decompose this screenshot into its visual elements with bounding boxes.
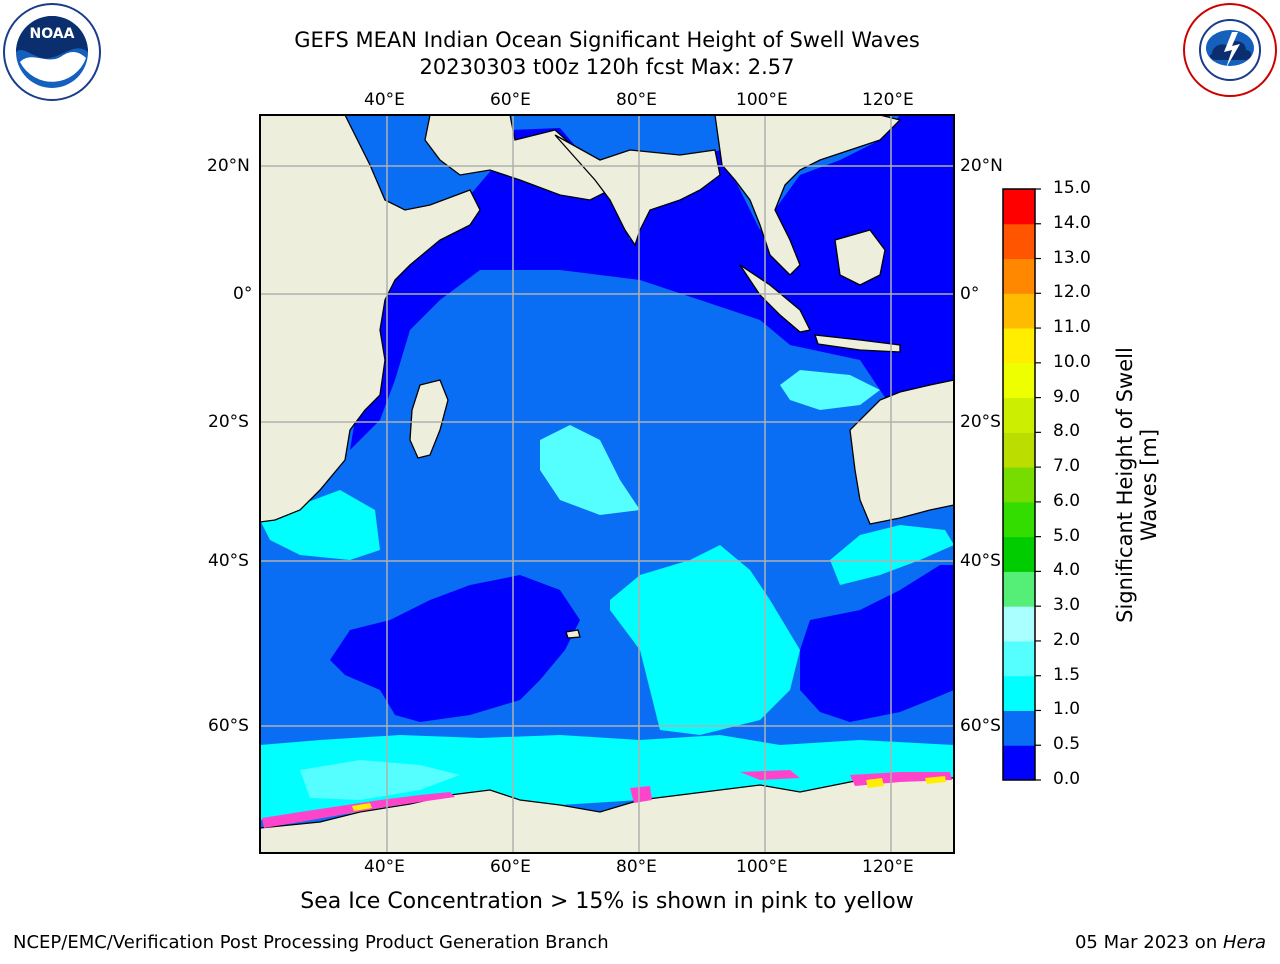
- lat-label-left: 40°S: [208, 551, 249, 571]
- land-java: [814, 334, 901, 353]
- lon-label-bottom: 80°E: [616, 857, 657, 877]
- lat-label-right: 20°S: [960, 412, 1001, 432]
- colorbar-bin: [1003, 606, 1035, 642]
- land-madagascar: [409, 379, 449, 459]
- colorbar-tick-label: 10.0: [1053, 351, 1091, 372]
- sea-ice-caption: Sea Ice Concentration > 15% is shown in …: [300, 889, 914, 914]
- lon-label-bottom: 40°E: [364, 857, 405, 877]
- colorbar-bin: [1003, 293, 1035, 329]
- colorbar-tick-label: 15.0: [1053, 178, 1091, 198]
- swell-region-low-north: [350, 115, 954, 450]
- noaa-logo: NOAA: [2, 2, 102, 102]
- land-southeast-asia: [714, 115, 902, 276]
- lon-label-bottom: 120°E: [862, 857, 914, 877]
- land-kerguelen: [565, 629, 581, 639]
- land-sumatra: [739, 264, 811, 333]
- lon-label-top: 80°E: [616, 90, 657, 110]
- colorbar-label: Significant Height of Swell Waves [m]: [1113, 347, 1161, 623]
- colorbar-tick-label: 1.5: [1053, 664, 1081, 685]
- colorbar-bin: [1003, 223, 1035, 260]
- colorbar-tick-label: 9.0: [1053, 386, 1081, 407]
- colorbar-bin: [1003, 710, 1035, 746]
- colorbar-bin: [1003, 571, 1035, 607]
- colorbar-bin: [1003, 432, 1035, 468]
- lon-label-top: 100°E: [736, 90, 788, 110]
- chart-subtitle: 20230303 t00z 120h fcst Max: 2.57: [419, 55, 795, 79]
- colorbar-bin: [1003, 675, 1035, 711]
- colorbar-bin: [1003, 467, 1035, 503]
- swell-region-mid-indian: [540, 425, 640, 515]
- colorbar: [1003, 188, 1041, 781]
- colorbar-tick-label: 0.0: [1053, 769, 1081, 789]
- lat-label-right: 20°N: [960, 156, 1003, 176]
- lon-label-top: 120°E: [862, 90, 914, 110]
- swell-region-mid-light-south: [300, 760, 460, 800]
- chart-title: GEFS MEAN Indian Ocean Significant Heigh…: [294, 28, 920, 52]
- footer-date-text: 05 Mar 2023 on: [1074, 932, 1223, 953]
- swell-region-mid-east: [830, 525, 954, 585]
- lat-label-right: 0°: [960, 284, 980, 304]
- colorbar-tick-label: 1.0: [1053, 699, 1081, 720]
- swell-region-mid-east2: [780, 370, 880, 410]
- lat-label-left: 20°S: [208, 412, 249, 432]
- colorbar-tick-label: 12.0: [1053, 282, 1091, 303]
- colorbar-bin: [1003, 536, 1035, 572]
- swell-region-mid-west: [260, 490, 380, 560]
- land-africa: [260, 115, 481, 523]
- swell-region-low-southwest: [330, 575, 580, 722]
- landmass: [260, 115, 954, 853]
- colorbar-tick-label: 13.0: [1053, 247, 1091, 268]
- footer-machine: Hera: [1222, 932, 1266, 953]
- colorbar-tick-label: 14.0: [1053, 212, 1091, 233]
- colorbar-bin: [1003, 362, 1035, 399]
- land-arabia: [424, 115, 611, 201]
- colorbar-tick-label: 5.0: [1053, 525, 1081, 546]
- colorbar-tick-label: 2.0: [1053, 629, 1081, 650]
- lon-label-bottom: 60°E: [490, 857, 531, 877]
- sea-ice-high: [352, 776, 946, 811]
- swell-region-low-southeast: [800, 565, 954, 722]
- lat-label-left: 60°S: [208, 716, 249, 736]
- colorbar-bin: [1003, 501, 1035, 538]
- colorbar-frame: [1002, 188, 1036, 781]
- lon-label-top: 40°E: [364, 90, 405, 110]
- lon-label-top: 60°E: [490, 90, 531, 110]
- lon-label-bottom: 100°E: [736, 857, 788, 877]
- lat-label-left: 0°: [233, 284, 253, 304]
- land-australia: [849, 379, 954, 525]
- footer-date: 05 Mar 2023 on Hera: [1075, 932, 1266, 953]
- colorbar-bin: [1003, 640, 1035, 677]
- colorbar-tick-label: 3.0: [1053, 595, 1081, 616]
- nws-logo: [1182, 2, 1278, 98]
- colorbar-bin: [1003, 258, 1035, 294]
- gridlines: [260, 115, 954, 853]
- colorbar-tick-label: 7.0: [1053, 456, 1081, 477]
- swell-region-mid-central: [610, 545, 800, 735]
- footer-branch: NCEP/EMC/Verification Post Processing Pr…: [13, 932, 609, 953]
- colorbar-bin: [1003, 189, 1035, 225]
- lat-label-left: 20°N: [207, 156, 250, 176]
- lat-label-right: 60°S: [960, 716, 1001, 736]
- colorbar-bin: [1003, 397, 1035, 433]
- colorbar-tick-label: 0.5: [1053, 734, 1081, 755]
- colorbar-tick-label: 6.0: [1053, 490, 1081, 511]
- colorbar-bin: [1003, 328, 1035, 364]
- colorbar-tick-label: 4.0: [1053, 560, 1081, 581]
- map-frame: [259, 114, 955, 854]
- colorbar-bin: [1003, 745, 1035, 781]
- land-india: [554, 134, 721, 247]
- lat-label-right: 40°S: [960, 551, 1001, 571]
- colorbar-tick-label: 11.0: [1053, 317, 1091, 338]
- svg-text:NOAA: NOAA: [30, 26, 75, 42]
- colorbar-tick-label: 8.0: [1053, 421, 1081, 442]
- land-borneo: [834, 229, 886, 286]
